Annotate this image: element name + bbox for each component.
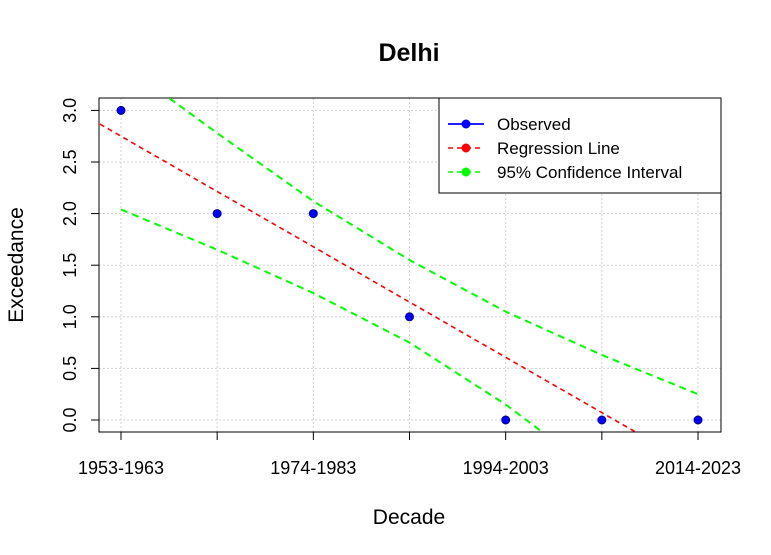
legend-marker [461, 167, 471, 177]
legend-marker [461, 119, 471, 129]
legend-label: 95% Confidence Interval [497, 163, 682, 182]
y-tick-label: 1.0 [60, 304, 80, 329]
confidence-interval-lines [120, 98, 699, 432]
observed-point [308, 209, 318, 219]
y-axis: 0.0 0.5 1.0 1.5 2.0 2.5 3.0 [60, 98, 99, 433]
chart-title: Delhi [378, 39, 439, 67]
observed-point [212, 209, 222, 219]
x-axis: 1953-1963 1974-1983 1994-2003 2014-2023 [78, 432, 741, 478]
y-tick-label: 0.5 [60, 356, 80, 381]
y-tick-label: 0.0 [60, 407, 80, 432]
x-axis-title: Decade [373, 506, 445, 529]
observed-point [501, 415, 511, 425]
legend-marker [461, 143, 471, 153]
legend-label: Regression Line [497, 139, 620, 158]
observed-points [116, 105, 703, 425]
legend-box [438, 97, 722, 194]
ci-lower-line [120, 208, 544, 432]
x-tick-label: 1953-1963 [78, 458, 164, 478]
legend: Observed Regression Line 95% Confidence In… [438, 97, 722, 194]
legend-label: Observed [497, 115, 571, 134]
x-tick-label: 1994-2003 [463, 458, 549, 478]
y-tick-label: 1.5 [60, 253, 80, 278]
y-tick-label: 2.5 [60, 149, 80, 174]
x-tick-label: 1974-1983 [270, 458, 356, 478]
ci-upper-line [167, 98, 699, 396]
observed-point [405, 312, 415, 322]
observed-point [597, 415, 607, 425]
y-tick-label: 3.0 [60, 98, 80, 123]
x-tick-label: 2014-2023 [655, 458, 741, 478]
y-tick-label: 2.0 [60, 201, 80, 226]
y-axis-title: Exceedance [5, 207, 28, 323]
observed-point [693, 415, 703, 425]
observed-point [116, 105, 126, 115]
